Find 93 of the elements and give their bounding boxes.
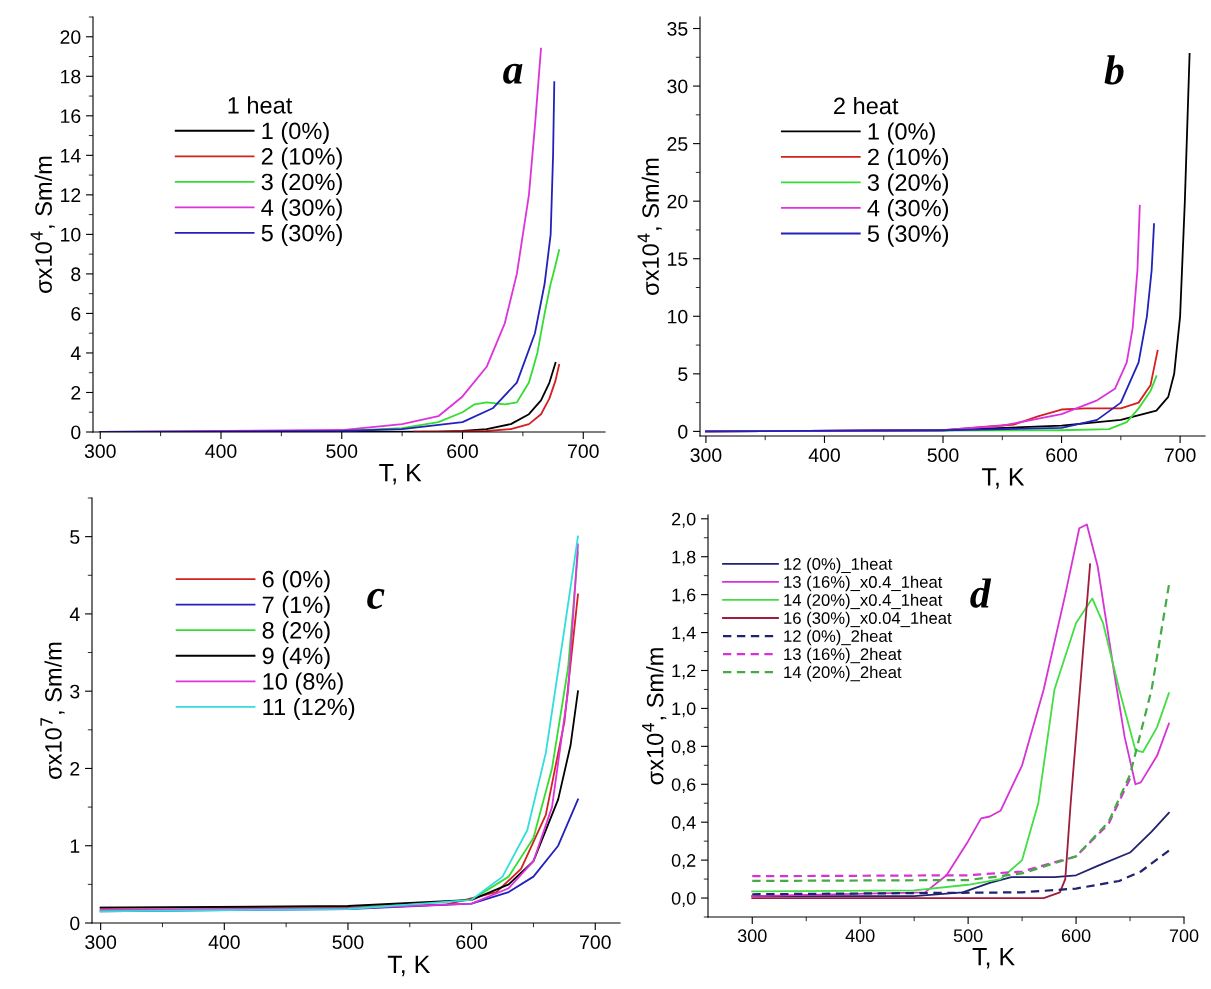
x-tick-label: 700 bbox=[568, 444, 599, 459]
x-tick-label: 600 bbox=[456, 935, 488, 950]
x-tick-label: 500 bbox=[326, 444, 358, 459]
x-tick-label: 700 bbox=[580, 935, 611, 950]
y-tick-label: 15 bbox=[668, 252, 688, 266]
y-tick-label: 18 bbox=[61, 69, 81, 84]
y-tick-label: 10 bbox=[61, 227, 81, 242]
y-tick-label: 0,0 bbox=[671, 891, 696, 907]
legend-label: 1 (0%) bbox=[262, 121, 329, 144]
legend-label: 16 (30%)_x0.04_1heat bbox=[784, 611, 952, 628]
y-tick-label: 35 bbox=[667, 21, 688, 36]
x-axis-title: T, K bbox=[972, 948, 1015, 969]
y-tick-label: 5 bbox=[70, 530, 80, 544]
y-tick-label: 0 bbox=[678, 424, 688, 439]
x-tick-label: 500 bbox=[927, 448, 959, 463]
y-tick-label: 5 bbox=[678, 367, 688, 382]
y-tick-label: 0,6 bbox=[671, 778, 696, 794]
y-axis-title: σx10$^{7}$, Sm/m bbox=[40, 642, 65, 779]
y-tick-label: 0 bbox=[70, 916, 80, 931]
y-tick-label: 14 bbox=[61, 149, 81, 163]
legend-label: 3 (20%) bbox=[261, 173, 342, 195]
x-tick-label: 600 bbox=[447, 444, 478, 459]
legend-label: 11 (12%) bbox=[263, 698, 355, 721]
y-tick-label: 3 bbox=[70, 684, 80, 699]
x-tick-label: 600 bbox=[1046, 448, 1078, 463]
x-axis-title: T, K bbox=[387, 955, 431, 977]
annotation: c bbox=[367, 588, 385, 609]
x-tick-label: 300 bbox=[690, 448, 722, 463]
legend-label: 4 (30%) bbox=[867, 199, 949, 222]
y-tick-label: 0,8 bbox=[671, 740, 696, 756]
x-tick-label: 400 bbox=[808, 448, 840, 463]
y-tick-label: 0 bbox=[71, 425, 81, 440]
y-tick-label: 20 bbox=[60, 30, 81, 44]
legend-label: 13 (16%)_2heat bbox=[784, 647, 902, 664]
y-tick-label: 8 bbox=[71, 267, 81, 282]
x-axis-title: T, K bbox=[379, 464, 422, 485]
y-tick-label: 2 bbox=[70, 761, 80, 776]
x-tick-label: 300 bbox=[84, 444, 116, 459]
y-tick-label: 12 bbox=[61, 188, 81, 202]
annotation: a bbox=[503, 63, 523, 84]
x-tick-label: 700 bbox=[1164, 448, 1196, 463]
legend-label: 4 (30%) bbox=[261, 198, 342, 221]
y-tick-label: 1,6 bbox=[672, 588, 696, 604]
y-tick-label: 0,4 bbox=[671, 816, 696, 832]
annotation: d bbox=[970, 578, 992, 608]
x-tick-label: 500 bbox=[332, 935, 364, 950]
y-tick-label: 1,2 bbox=[672, 664, 696, 680]
y-tick-label: 6 bbox=[71, 306, 81, 321]
legend-label: 6 (0%) bbox=[262, 570, 330, 593]
legend-title: 1 heat bbox=[228, 96, 293, 114]
y-tick-label: 4 bbox=[70, 346, 81, 360]
y-tick-label: 1,4 bbox=[672, 626, 696, 642]
x-tick-label: 600 bbox=[1061, 929, 1091, 943]
legend-label: 14 (20%)_x0.4_1heat bbox=[784, 593, 943, 610]
legend-label: 1 (0%) bbox=[868, 122, 935, 145]
legend-label: 5 (30%) bbox=[261, 224, 342, 247]
x-tick-label: 300 bbox=[737, 929, 767, 943]
legend-label: 14 (20%)_2heat bbox=[784, 665, 902, 682]
legend-label: 8 (2%) bbox=[262, 621, 330, 644]
x-axis-title: T, K bbox=[982, 468, 1025, 489]
x-tick-label: 500 bbox=[953, 929, 983, 943]
y-tick-label: 0,2 bbox=[671, 854, 696, 869]
y-tick-label: 30 bbox=[667, 79, 688, 94]
x-tick-label: 400 bbox=[845, 929, 875, 943]
legend-label: 5 (30%) bbox=[867, 224, 949, 247]
legend-label: 3 (20%) bbox=[867, 173, 949, 196]
x-tick-label: 400 bbox=[208, 935, 240, 950]
y-tick-label: 2,0 bbox=[672, 512, 696, 528]
y-axis-title: σx10$^{4}$, Sm/m bbox=[30, 156, 55, 293]
legend-label: 2 (10%) bbox=[261, 147, 342, 170]
legend-label: 13 (16%)_x0.4_1heat bbox=[784, 575, 943, 592]
y-axis-title: σx10$^{4}$, Sm/m bbox=[642, 648, 667, 785]
legend-label: 9 (4%) bbox=[262, 646, 330, 669]
y-tick-label: 2 bbox=[71, 385, 81, 400]
y-axis-title: σx10$^{4}$, Sm/m bbox=[637, 158, 662, 295]
x-tick-label: 300 bbox=[85, 935, 117, 950]
y-tick-label: 1,8 bbox=[672, 550, 696, 566]
legend-label: 12 (0%)_1heat bbox=[784, 557, 893, 574]
x-tick-label: 400 bbox=[205, 444, 237, 459]
legend-label: 12 (0%)_2heat bbox=[784, 629, 893, 646]
legend-label: 10 (8%) bbox=[263, 672, 343, 695]
y-tick-label: 16 bbox=[61, 109, 81, 124]
annotation: b bbox=[1104, 55, 1124, 85]
y-tick-label: 25 bbox=[667, 137, 688, 151]
y-tick-label: 10 bbox=[668, 309, 688, 324]
legend-label: 2 (10%) bbox=[868, 148, 949, 171]
legend-label: 7 (1%) bbox=[262, 595, 330, 618]
x-tick-label: 700 bbox=[1169, 929, 1199, 943]
y-tick-label: 1,0 bbox=[672, 702, 696, 718]
legend-title: 2 heat bbox=[834, 96, 899, 115]
y-tick-label: 1 bbox=[70, 839, 80, 853]
y-tick-label: 20 bbox=[667, 194, 688, 209]
y-tick-label: 4 bbox=[69, 607, 80, 621]
